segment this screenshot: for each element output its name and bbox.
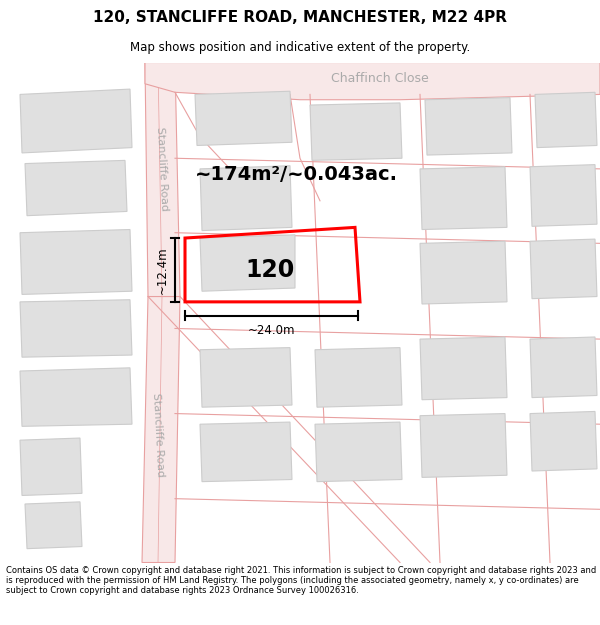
Text: ~12.4m: ~12.4m	[156, 246, 169, 294]
Polygon shape	[420, 337, 507, 400]
Polygon shape	[420, 414, 507, 478]
Polygon shape	[25, 502, 82, 549]
Text: Stancliffe Road: Stancliffe Road	[155, 126, 169, 211]
Polygon shape	[20, 438, 82, 496]
Polygon shape	[20, 229, 132, 294]
Text: Stancliffe Road: Stancliffe Road	[151, 392, 165, 477]
Polygon shape	[530, 239, 597, 299]
Text: Contains OS data © Crown copyright and database right 2021. This information is : Contains OS data © Crown copyright and d…	[6, 566, 596, 596]
Polygon shape	[535, 92, 597, 148]
Polygon shape	[420, 241, 507, 304]
Polygon shape	[420, 167, 507, 229]
Polygon shape	[145, 62, 600, 100]
Polygon shape	[315, 422, 402, 482]
Text: 120, STANCLIFFE ROAD, MANCHESTER, M22 4PR: 120, STANCLIFFE ROAD, MANCHESTER, M22 4P…	[93, 9, 507, 24]
Polygon shape	[200, 235, 295, 291]
Polygon shape	[310, 103, 402, 161]
Polygon shape	[200, 166, 292, 231]
Polygon shape	[200, 422, 292, 482]
Polygon shape	[25, 161, 127, 216]
Polygon shape	[530, 164, 597, 226]
Polygon shape	[530, 337, 597, 398]
Polygon shape	[315, 348, 402, 407]
Text: Chaffinch Close: Chaffinch Close	[331, 72, 429, 85]
Text: ~24.0m: ~24.0m	[248, 324, 295, 338]
Polygon shape	[530, 411, 597, 471]
Text: ~174m²/~0.043ac.: ~174m²/~0.043ac.	[195, 165, 398, 184]
Polygon shape	[145, 62, 180, 296]
Polygon shape	[20, 368, 132, 426]
Polygon shape	[200, 348, 292, 407]
Polygon shape	[425, 98, 512, 155]
Text: Map shows position and indicative extent of the property.: Map shows position and indicative extent…	[130, 41, 470, 54]
Polygon shape	[195, 91, 292, 146]
Polygon shape	[20, 89, 132, 153]
Polygon shape	[142, 296, 180, 562]
Polygon shape	[20, 300, 132, 357]
Text: 120: 120	[245, 258, 295, 282]
